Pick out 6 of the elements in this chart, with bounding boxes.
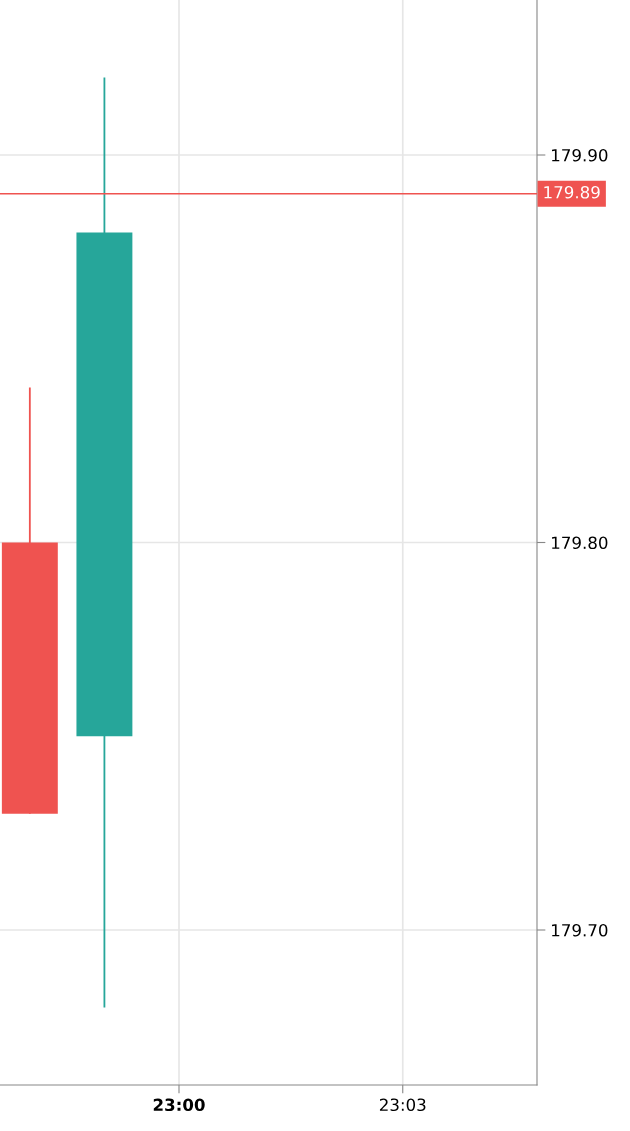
y-tick-label: 179.90: [552, 148, 608, 162]
x-tick-label: 23:03: [379, 1098, 426, 1112]
ref-line-label: 179.89: [544, 185, 600, 199]
y-tick-label: 179.80: [552, 536, 608, 550]
y-tick-label: 179.70: [552, 923, 608, 937]
x-tick-label: 23:00: [153, 1098, 205, 1112]
